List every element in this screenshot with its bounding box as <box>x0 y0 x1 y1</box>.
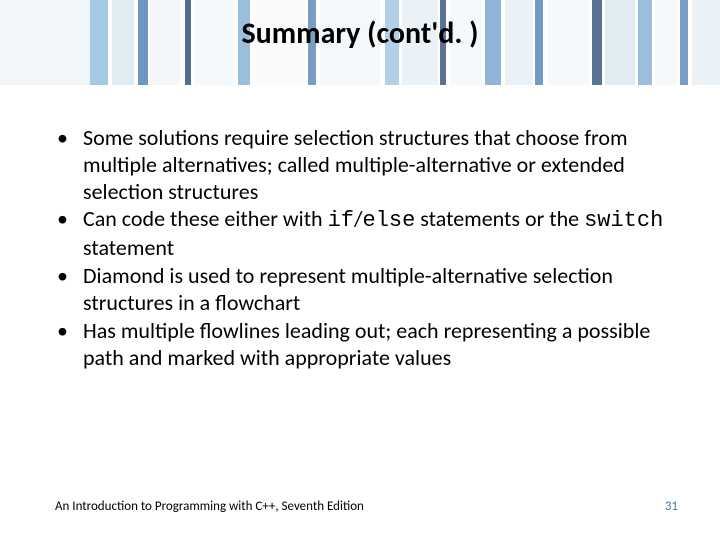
bullet-item: Diamond is used to represent multiple-al… <box>55 263 675 317</box>
slide-title: Summary (cont'd. ) <box>0 15 720 52</box>
footer-source: An Introduction to Programming with C++,… <box>55 499 364 514</box>
body-text: Has multiple flowlines leading out; each… <box>83 317 650 371</box>
body-text: Can code these either with <box>83 205 328 232</box>
body-text: Some solutions require selection structu… <box>83 124 628 205</box>
body-text: / <box>354 205 363 232</box>
code-text: else <box>363 208 416 233</box>
bullet-list: Some solutions require selection structu… <box>55 125 675 371</box>
slide-content: Some solutions require selection structu… <box>55 125 675 372</box>
bullet-item: Can code these either with if/else state… <box>55 206 675 262</box>
code-text: switch <box>584 208 663 233</box>
body-text: statement <box>83 234 174 261</box>
header-band: Summary (cont'd. ) <box>0 0 720 85</box>
footer-page-number: 31 <box>665 499 678 514</box>
body-text: Diamond is used to represent multiple-al… <box>83 262 613 316</box>
body-text: statements or the <box>415 205 584 232</box>
bullet-item: Has multiple flowlines leading out; each… <box>55 318 675 372</box>
code-text: if <box>328 208 354 233</box>
bullet-item: Some solutions require selection structu… <box>55 125 675 205</box>
